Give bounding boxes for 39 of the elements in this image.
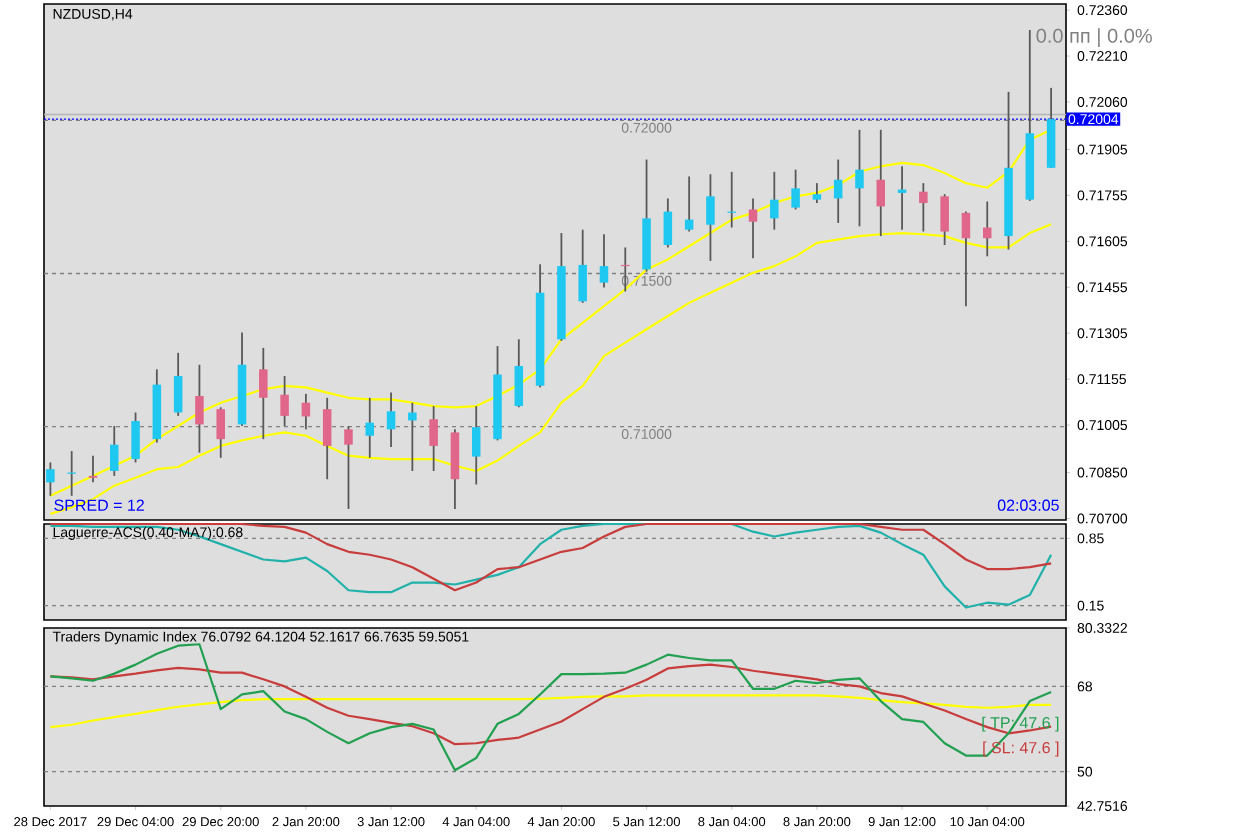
candlestick	[46, 461, 55, 497]
candlestick	[684, 175, 694, 233]
candlestick	[429, 405, 438, 472]
candlestick	[67, 450, 76, 497]
candlestick	[471, 405, 481, 486]
candlestick	[961, 210, 971, 308]
annotation: [ TP: 47.6 ]	[982, 716, 1059, 732]
annotation: 0.0 пп | 0.0%	[1036, 28, 1152, 47]
line-series	[49, 643, 1053, 772]
candlestick	[259, 346, 268, 441]
candlestick	[578, 228, 587, 304]
candlestick	[812, 182, 822, 204]
candlestick	[706, 173, 715, 262]
candlestick	[727, 170, 736, 229]
candlestick	[855, 128, 864, 228]
annotation: 02:03:05	[997, 499, 1059, 511]
candlestick	[216, 406, 225, 459]
candlestick	[770, 170, 779, 231]
candlestick	[344, 425, 353, 510]
candlestick	[876, 128, 886, 238]
candlestick	[386, 391, 396, 449]
candlestick	[408, 401, 417, 472]
candlestick	[919, 182, 928, 233]
candlestick	[131, 411, 140, 464]
candlestick	[88, 454, 98, 484]
candlestick	[748, 197, 758, 260]
candlestick	[514, 338, 524, 409]
candlestick	[663, 197, 673, 249]
candlestick	[173, 351, 183, 417]
candlestick	[791, 168, 800, 211]
candlestick	[110, 425, 119, 477]
candlestick	[450, 428, 460, 510]
candlestick	[322, 396, 332, 481]
candlestick	[195, 363, 204, 454]
candlestick	[280, 375, 289, 427]
candlestick	[599, 233, 609, 289]
candlestick	[833, 158, 843, 224]
candlestick	[365, 396, 375, 459]
candlestick	[940, 193, 949, 246]
